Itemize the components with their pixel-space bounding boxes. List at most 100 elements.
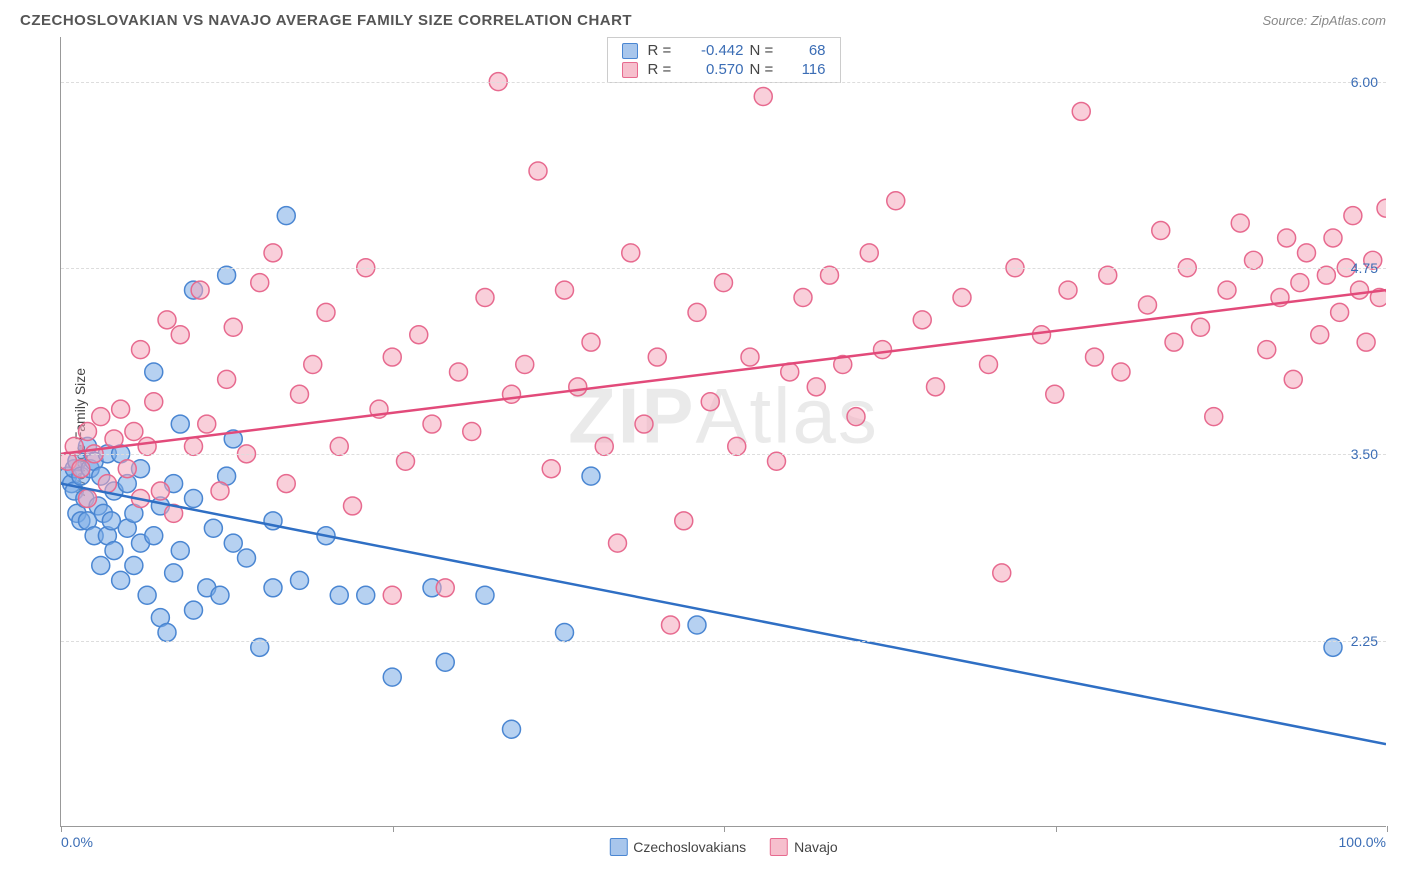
trend-line bbox=[61, 290, 1386, 454]
scatter-point bbox=[79, 423, 97, 441]
scatter-point bbox=[529, 162, 547, 180]
scatter-point bbox=[171, 542, 189, 560]
scatter-point bbox=[410, 326, 428, 344]
scatter-point bbox=[171, 326, 189, 344]
scatter-point bbox=[635, 415, 653, 433]
gridline bbox=[61, 82, 1386, 83]
stats-swatch bbox=[622, 43, 638, 59]
chart-title: CZECHOSLOVAKIAN VS NAVAJO AVERAGE FAMILY… bbox=[20, 12, 632, 29]
scatter-point bbox=[105, 542, 123, 560]
scatter-point bbox=[277, 207, 295, 225]
scatter-point bbox=[1192, 318, 1210, 336]
scatter-point bbox=[1344, 207, 1362, 225]
scatter-point bbox=[1152, 222, 1170, 240]
scatter-point bbox=[1205, 408, 1223, 426]
stats-r-value: 0.570 bbox=[684, 61, 744, 78]
scatter-point bbox=[383, 348, 401, 366]
scatter-point bbox=[1046, 385, 1064, 403]
scatter-point bbox=[582, 467, 600, 485]
y-tick-label: 6.00 bbox=[1351, 74, 1378, 90]
scatter-point bbox=[1377, 199, 1386, 217]
x-tick bbox=[1056, 826, 1057, 832]
legend-label: Navajo bbox=[794, 839, 838, 855]
chart-svg bbox=[61, 37, 1386, 826]
stats-r-label: R = bbox=[648, 61, 678, 78]
scatter-point bbox=[860, 244, 878, 262]
scatter-point bbox=[198, 415, 216, 433]
y-tick-label: 3.50 bbox=[1351, 446, 1378, 462]
scatter-point bbox=[556, 281, 574, 299]
gridline bbox=[61, 454, 1386, 455]
scatter-point bbox=[92, 408, 110, 426]
x-axis-min-label: 0.0% bbox=[61, 834, 93, 850]
scatter-point bbox=[1298, 244, 1316, 262]
scatter-point bbox=[291, 385, 309, 403]
scatter-point bbox=[317, 303, 335, 321]
x-tick bbox=[61, 826, 62, 832]
scatter-point bbox=[993, 564, 1011, 582]
scatter-point bbox=[185, 601, 203, 619]
stats-n-value: 116 bbox=[786, 61, 826, 78]
x-tick bbox=[393, 826, 394, 832]
scatter-point bbox=[1086, 348, 1104, 366]
scatter-point bbox=[79, 490, 97, 508]
chart-plot-area: Average Family Size ZIPAtlas R =-0.442N … bbox=[60, 37, 1386, 827]
scatter-point bbox=[211, 586, 229, 604]
scatter-point bbox=[158, 623, 176, 641]
scatter-point bbox=[304, 356, 322, 374]
scatter-point bbox=[741, 348, 759, 366]
scatter-point bbox=[662, 616, 680, 634]
stats-n-label: N = bbox=[750, 61, 780, 78]
scatter-point bbox=[463, 423, 481, 441]
scatter-point bbox=[291, 571, 309, 589]
scatter-point bbox=[847, 408, 865, 426]
scatter-point bbox=[927, 378, 945, 396]
scatter-point bbox=[330, 437, 348, 455]
stats-n-value: 68 bbox=[786, 42, 826, 59]
scatter-point bbox=[450, 363, 468, 381]
scatter-point bbox=[264, 244, 282, 262]
scatter-point bbox=[794, 289, 812, 307]
scatter-point bbox=[1311, 326, 1329, 344]
scatter-point bbox=[125, 556, 143, 574]
scatter-point bbox=[145, 527, 163, 545]
scatter-point bbox=[112, 400, 130, 418]
y-tick-label: 4.75 bbox=[1351, 260, 1378, 276]
scatter-point bbox=[913, 311, 931, 329]
scatter-point bbox=[436, 653, 454, 671]
scatter-point bbox=[423, 415, 441, 433]
scatter-point bbox=[238, 549, 256, 567]
scatter-point bbox=[72, 460, 90, 478]
scatter-point bbox=[1357, 333, 1375, 351]
scatter-point bbox=[158, 311, 176, 329]
correlation-stats-box: R =-0.442N =68R =0.570N =116 bbox=[607, 37, 841, 83]
gridline bbox=[61, 268, 1386, 269]
scatter-point bbox=[715, 274, 733, 292]
gridline bbox=[61, 641, 1386, 642]
scatter-point bbox=[1245, 251, 1263, 269]
scatter-point bbox=[1165, 333, 1183, 351]
scatter-point bbox=[516, 356, 534, 374]
scatter-point bbox=[204, 519, 222, 537]
scatter-point bbox=[980, 356, 998, 374]
scatter-point bbox=[218, 370, 236, 388]
trend-line bbox=[61, 484, 1386, 745]
scatter-point bbox=[185, 437, 203, 455]
scatter-point bbox=[874, 341, 892, 359]
x-tick bbox=[724, 826, 725, 832]
scatter-point bbox=[383, 586, 401, 604]
scatter-point bbox=[344, 497, 362, 515]
scatter-point bbox=[1139, 296, 1157, 314]
scatter-point bbox=[1112, 363, 1130, 381]
legend-item: Navajo bbox=[770, 838, 838, 856]
legend-label: Czechoslovakians bbox=[633, 839, 746, 855]
scatter-point bbox=[609, 534, 627, 552]
scatter-point bbox=[145, 363, 163, 381]
stats-r-label: R = bbox=[648, 42, 678, 59]
x-axis-max-label: 100.0% bbox=[1339, 834, 1386, 850]
scatter-point bbox=[1284, 370, 1302, 388]
scatter-point bbox=[1072, 102, 1090, 120]
scatter-point bbox=[595, 437, 613, 455]
scatter-point bbox=[1258, 341, 1276, 359]
scatter-point bbox=[277, 475, 295, 493]
